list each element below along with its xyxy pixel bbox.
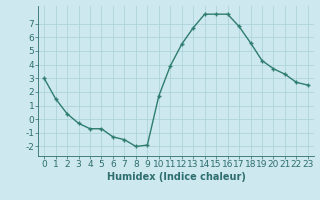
X-axis label: Humidex (Indice chaleur): Humidex (Indice chaleur) (107, 172, 245, 182)
